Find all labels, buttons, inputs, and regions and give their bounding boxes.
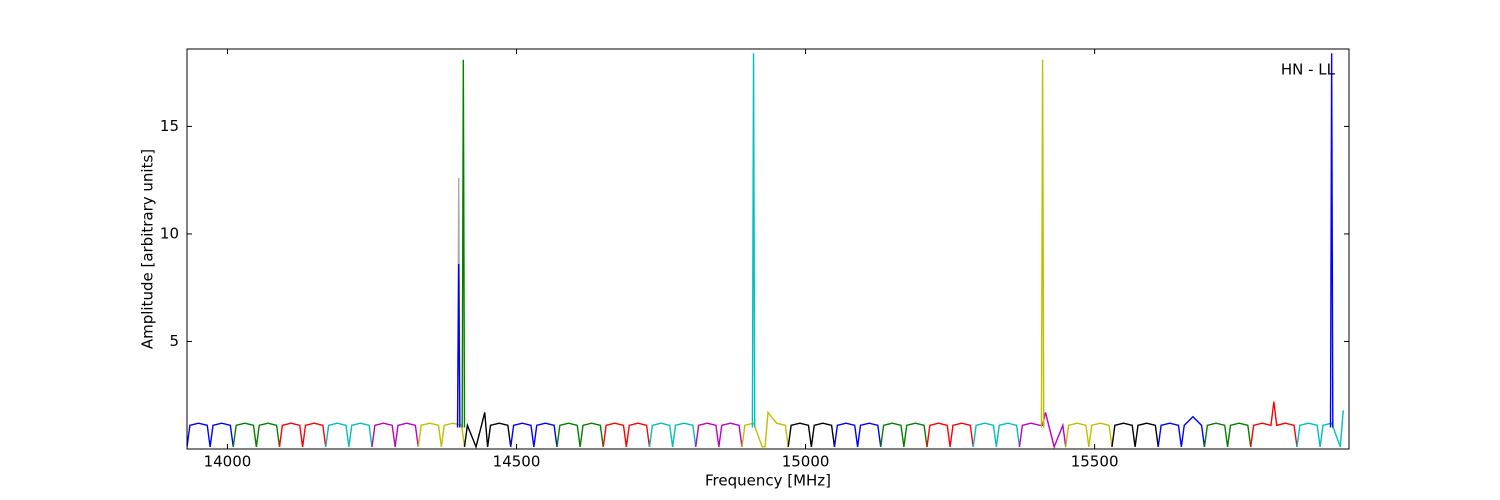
line-series	[463, 412, 512, 449]
line-series	[1111, 422, 1159, 447]
line-series	[461, 59, 466, 428]
line-series	[232, 422, 281, 447]
line-series	[1018, 412, 1067, 449]
x-tick-label: 14500	[493, 453, 541, 471]
line-series	[417, 422, 466, 447]
line-series	[1296, 410, 1344, 448]
line-series	[278, 422, 327, 447]
x-tick-label: 15000	[782, 453, 830, 471]
line-series	[456, 264, 461, 428]
line-series	[1250, 401, 1298, 447]
axes-frame	[186, 48, 1350, 450]
line-series	[751, 53, 756, 428]
y-tick-label: 5	[169, 332, 179, 350]
line-series	[325, 422, 373, 447]
line-series	[1040, 59, 1045, 428]
x-tick-label: 14000	[204, 453, 252, 471]
line-series	[695, 422, 743, 447]
line-series	[926, 422, 974, 447]
line-series	[833, 422, 882, 447]
annotation: HN - LL	[1281, 61, 1336, 79]
line-series	[1157, 415, 1206, 447]
line-series	[1065, 422, 1113, 447]
line-series	[510, 422, 558, 447]
line-series	[187, 422, 234, 447]
line-series	[787, 422, 836, 447]
line-series	[371, 422, 419, 447]
line-series	[602, 422, 651, 447]
x-tick-label: 15500	[1071, 453, 1119, 471]
line-series	[648, 422, 697, 447]
y-tick-label: 15	[160, 117, 179, 135]
y-tick-label: 10	[160, 224, 179, 242]
line-series	[1329, 53, 1334, 428]
x-axis-label: Frequency [MHz]	[705, 472, 831, 490]
line-series	[880, 422, 928, 447]
line-series	[972, 422, 1021, 447]
line-series	[741, 410, 789, 448]
y-axis-label: Amplitude [arbitrary units]	[139, 149, 157, 349]
line-series	[1203, 422, 1252, 447]
plot-area	[187, 53, 1344, 449]
line-series	[556, 422, 604, 447]
